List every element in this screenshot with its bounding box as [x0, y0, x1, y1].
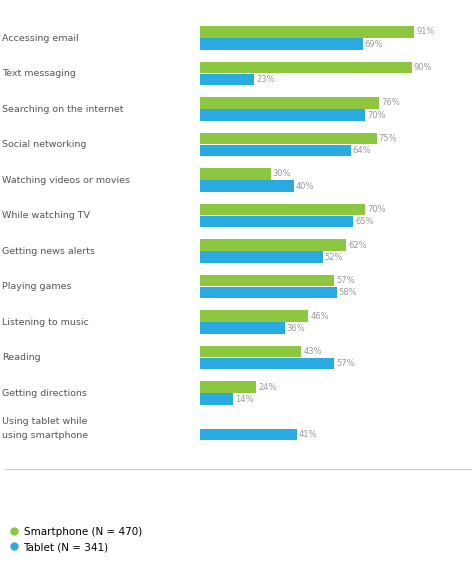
- Bar: [200, 204, 365, 215]
- Bar: [200, 145, 351, 156]
- Bar: [200, 429, 297, 440]
- Text: Listening to music: Listening to music: [2, 318, 89, 327]
- Text: 64%: 64%: [353, 146, 371, 155]
- Bar: [200, 26, 415, 38]
- Text: 62%: 62%: [348, 241, 367, 250]
- Bar: [200, 133, 377, 144]
- Bar: [200, 74, 254, 85]
- Bar: [200, 358, 334, 369]
- Bar: [200, 251, 323, 263]
- Text: using smartphone: using smartphone: [2, 431, 89, 440]
- Text: 70%: 70%: [367, 110, 386, 119]
- Text: 57%: 57%: [336, 276, 355, 285]
- Text: 24%: 24%: [258, 382, 277, 391]
- Text: Getting directions: Getting directions: [2, 389, 87, 398]
- Bar: [200, 310, 308, 321]
- Bar: [200, 216, 353, 227]
- Text: While watching TV: While watching TV: [2, 211, 90, 220]
- Text: Social networking: Social networking: [2, 140, 87, 149]
- Text: Using tablet while: Using tablet while: [2, 417, 88, 426]
- Bar: [200, 275, 334, 286]
- Bar: [200, 240, 346, 251]
- Bar: [200, 180, 294, 192]
- Text: 40%: 40%: [296, 182, 315, 191]
- Text: 52%: 52%: [324, 253, 343, 262]
- Bar: [200, 381, 257, 393]
- Text: 65%: 65%: [355, 217, 374, 226]
- Text: 36%: 36%: [287, 324, 306, 333]
- Text: Accessing email: Accessing email: [2, 34, 79, 43]
- Bar: [200, 393, 233, 405]
- Text: 57%: 57%: [336, 359, 355, 368]
- Text: 41%: 41%: [298, 430, 317, 439]
- Text: 30%: 30%: [273, 170, 291, 179]
- Text: Reading: Reading: [2, 353, 41, 362]
- Text: 90%: 90%: [414, 63, 433, 72]
- Bar: [200, 346, 301, 357]
- Text: Watching videos or movies: Watching videos or movies: [2, 175, 130, 184]
- Text: 69%: 69%: [365, 39, 383, 48]
- Bar: [200, 62, 412, 73]
- Text: 91%: 91%: [416, 27, 435, 36]
- Text: 14%: 14%: [235, 394, 253, 403]
- Text: 46%: 46%: [310, 311, 329, 320]
- Bar: [200, 287, 337, 298]
- Bar: [200, 109, 365, 121]
- Text: Getting news alerts: Getting news alerts: [2, 246, 95, 255]
- Bar: [200, 97, 379, 109]
- Text: 58%: 58%: [338, 288, 357, 297]
- Text: 23%: 23%: [256, 75, 275, 84]
- Bar: [200, 168, 271, 180]
- Bar: [200, 323, 285, 334]
- Text: 76%: 76%: [381, 98, 400, 108]
- Text: Searching on the internet: Searching on the internet: [2, 105, 124, 114]
- Text: Playing games: Playing games: [2, 282, 72, 291]
- Text: 70%: 70%: [367, 205, 386, 214]
- Legend: Smartphone (N = 470), Tablet (N = 341): Smartphone (N = 470), Tablet (N = 341): [10, 527, 142, 552]
- Text: 75%: 75%: [378, 134, 397, 143]
- Text: Text messaging: Text messaging: [2, 69, 76, 78]
- Text: 43%: 43%: [303, 347, 322, 356]
- Bar: [200, 38, 363, 50]
